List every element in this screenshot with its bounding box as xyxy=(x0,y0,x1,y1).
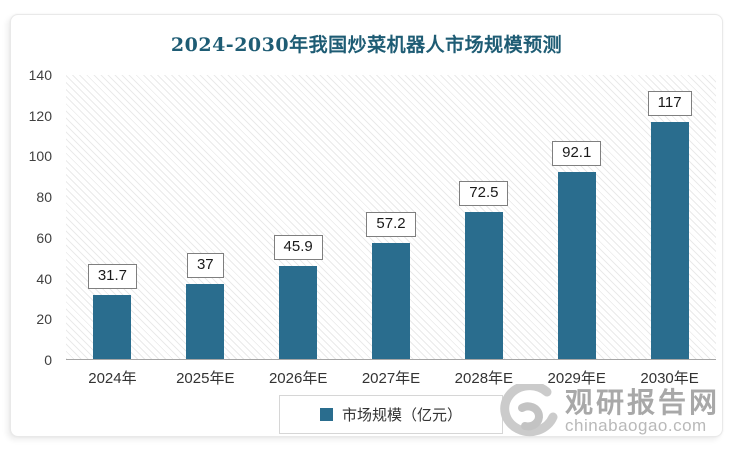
value-label: 117 xyxy=(647,90,692,116)
bar xyxy=(557,172,596,359)
bar-group: 57.2 xyxy=(345,75,438,359)
chart-card: 2024-2030年我国炒菜机器人市场规模预测 0 20 40 60 80 100 120 1… xyxy=(10,14,723,437)
x-tick-label: 2025年E xyxy=(176,370,235,387)
value-label: 45.9 xyxy=(273,235,323,260)
x-tick-label: 2027年E xyxy=(361,370,421,387)
bar-group: 37 xyxy=(159,75,252,359)
bar-group: 92.1 xyxy=(530,75,623,359)
bar xyxy=(650,121,689,359)
x-axis: 2024年 2025年E 2026年E 2027年E 2028年E 2029年E 2030年… xyxy=(66,367,716,388)
y-tick-label: 100 xyxy=(28,148,52,165)
y-tick-label: 140 xyxy=(28,67,52,83)
bar-group: 72.5 xyxy=(437,75,530,359)
y-tick-label: 80 xyxy=(36,189,52,206)
bar xyxy=(464,211,503,359)
bar-group: 117 xyxy=(623,75,716,359)
y-tick-label: 0 xyxy=(44,352,52,368)
plot-area: 31.7 37 45.9 57.2 72.5 92.1 117 xyxy=(66,75,716,360)
y-tick-label: 60 xyxy=(36,229,52,246)
value-label: 37 xyxy=(186,253,224,278)
bar-group: 45.9 xyxy=(252,75,345,359)
value-label: 31.7 xyxy=(87,263,138,289)
value-label: 92.1 xyxy=(552,141,602,167)
x-tick-label: 2030年E xyxy=(640,370,699,387)
legend-label: 市场规模（亿元） xyxy=(341,407,462,424)
chart-title: 2024-2030年我国炒菜机器人市场规模预测 xyxy=(170,34,563,56)
legend-container: 市场规模（亿元） xyxy=(66,395,716,434)
value-label: 72.5 xyxy=(459,181,509,206)
bar-group: 31.7 xyxy=(66,75,159,359)
bar xyxy=(279,265,318,359)
y-tick-label: 20 xyxy=(36,311,52,328)
value-label: 57.2 xyxy=(366,212,416,237)
legend: 市场规模（亿元） xyxy=(278,395,503,434)
y-tick-label: 120 xyxy=(28,107,52,124)
x-tick-label: 2026年E xyxy=(268,370,328,387)
y-tick-label: 40 xyxy=(36,270,52,287)
bar xyxy=(372,242,410,359)
bar xyxy=(186,283,225,359)
x-tick-label: 2029年E xyxy=(547,370,606,387)
bar-series: 31.7 37 45.9 57.2 72.5 92.1 117 xyxy=(66,75,716,359)
x-tick-label: 2024年 xyxy=(88,370,137,387)
legend-marker-icon xyxy=(319,408,333,421)
bar xyxy=(93,294,132,359)
x-tick-label: 2028年E xyxy=(454,370,514,387)
y-axis: 0 20 40 60 80 100 120 140 xyxy=(11,68,58,367)
